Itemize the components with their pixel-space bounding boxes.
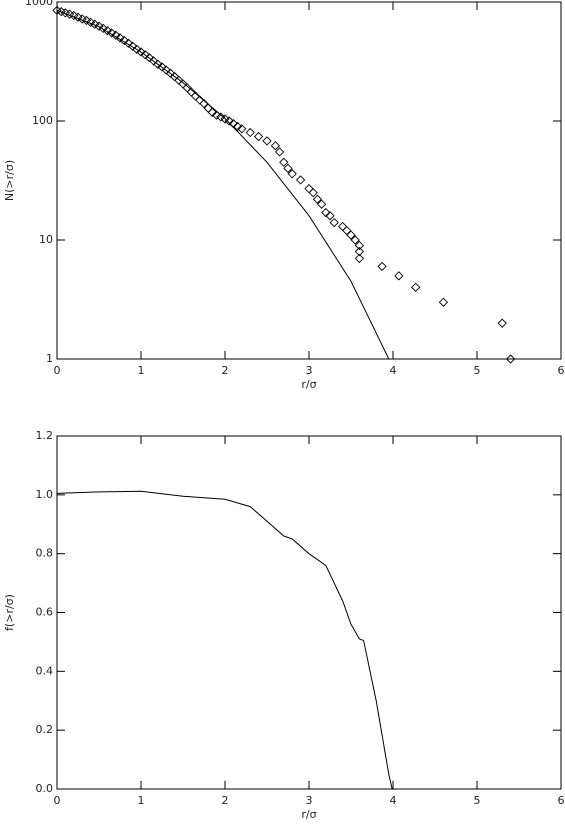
diamond-point [346,230,356,240]
diamond-point [304,184,314,194]
y-tick-label: 0.4 [36,664,54,677]
x-tick-label: 1 [138,364,145,377]
diamond-point [85,17,96,27]
x-axis-title: r/σ [301,378,316,391]
x-tick-label: 2 [222,794,229,807]
diamond-point [308,188,318,198]
diamond-point [207,107,218,118]
diamond-point [274,147,285,157]
diamond-point [270,141,281,151]
diamond-point [438,297,449,307]
diamond-point [283,163,293,173]
diamond-point [279,157,289,167]
x-tick-label: 5 [474,364,481,377]
x-axis-title: r/σ [301,808,316,821]
diamond-point [102,25,113,36]
diamond-point [81,15,92,26]
diamond-point [94,21,104,31]
diamond-point [90,19,100,29]
plot-frame [56,1,562,360]
x-tick-label: 2 [222,364,229,377]
diamond-point [262,136,272,146]
x-tick-label: 0 [54,794,61,807]
x-tick-label: 6 [558,364,565,377]
diamond-point [377,261,387,272]
diamond-point [220,114,230,124]
x-tick-label: 1 [138,794,145,807]
diamond-point [119,35,129,46]
diamond-point [354,246,365,257]
diamond-point [321,207,331,218]
diamond-point [115,33,125,43]
data-line [56,490,393,790]
y-tick-label: 100 [32,114,53,127]
x-tick-label: 4 [390,364,397,377]
diamond-point [497,318,507,328]
x-tick-label: 0 [54,364,61,377]
diamond-point [411,282,421,292]
diamond-point [354,253,365,264]
diamond-point [312,194,323,204]
diamond-point [216,112,226,122]
diamond-point [354,240,365,251]
diamond-point [342,225,352,236]
diamond-point [111,30,121,40]
y-tick-label: 10 [39,233,53,246]
diamond-point [237,124,247,134]
y-tick-label: 0.2 [36,723,54,736]
diamond-point [329,217,339,228]
diamond-point [337,221,348,232]
y-tick-label: 1000 [25,0,53,8]
diamond-point [295,175,306,185]
diamond-point [505,354,516,364]
plot-frame [56,435,562,790]
diamond-point [325,211,335,221]
diamond-point [350,235,360,245]
x-tick-label: 6 [558,794,565,807]
y-tick-label: 0.8 [36,547,54,560]
diamond-point [232,121,243,132]
diamond-point [287,169,297,179]
diamond-point [106,28,117,38]
x-tick-label: 5 [474,794,481,807]
y-tick-label: 1.2 [36,429,54,442]
diamond-point [203,103,213,113]
diamond-point [394,271,404,281]
y-tick-label: 0.0 [36,782,54,795]
y-tick-label: 0.6 [36,606,54,619]
diamond-point [253,131,264,142]
diamond-point [245,127,255,138]
x-tick-label: 4 [390,794,397,807]
diamond-point [182,83,192,93]
data-line [56,9,390,360]
y-axis-title: f(>r/σ) [3,594,16,631]
y-axis-title: N(>r/σ) [3,160,16,201]
x-tick-label: 3 [306,794,313,807]
y-tick-label: 1 [46,352,53,365]
x-tick-label: 3 [306,364,313,377]
y-tick-label: 1.0 [36,488,54,501]
diamond-point [316,199,327,209]
diamond-point [123,38,134,48]
